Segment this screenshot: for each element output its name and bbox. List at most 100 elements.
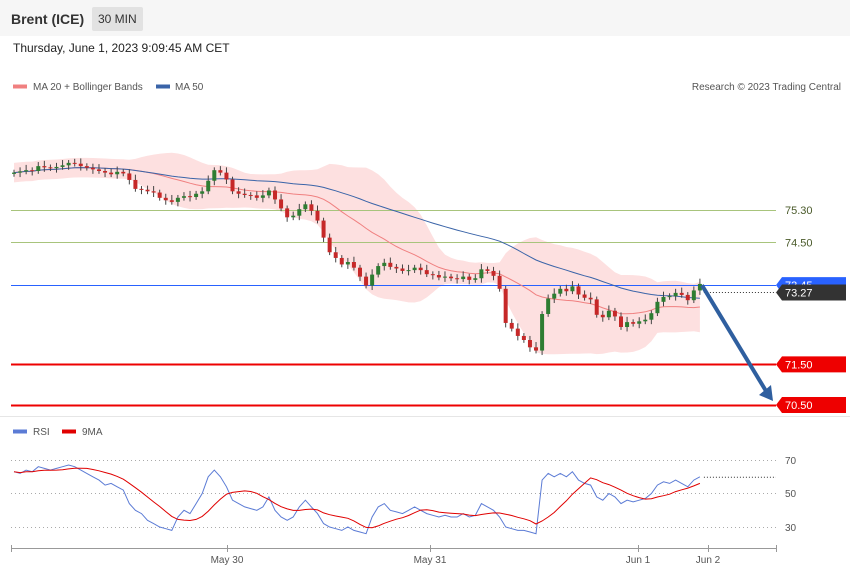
candle (18, 167, 23, 178)
candle (594, 296, 599, 318)
candle (273, 186, 278, 204)
candle-body (606, 310, 611, 318)
candle (491, 266, 496, 281)
candle (376, 263, 381, 278)
candle (242, 188, 247, 198)
candle (248, 192, 253, 200)
candle (619, 312, 623, 330)
candle (230, 176, 235, 195)
candle (321, 217, 326, 243)
candle (169, 194, 174, 205)
candle (109, 168, 114, 178)
candle (297, 203, 302, 221)
candle (181, 192, 186, 201)
candle-body (661, 296, 666, 302)
candle-body (84, 166, 89, 168)
candle-body (600, 314, 605, 318)
candle-body (291, 215, 296, 218)
candle-body (90, 167, 95, 170)
candle-body (127, 173, 132, 180)
candle (357, 264, 362, 282)
candle-body (339, 257, 344, 265)
candle (424, 264, 429, 278)
candle (570, 281, 575, 295)
candle-body (72, 162, 77, 164)
candle (96, 164, 101, 174)
candle-body (497, 275, 502, 289)
candle-body (619, 316, 623, 327)
candle (649, 310, 654, 325)
candle (285, 205, 290, 222)
candle (163, 193, 168, 205)
candle-body (145, 189, 150, 192)
candle-body (515, 328, 520, 336)
candle (394, 264, 399, 273)
level-tag-71.50 (776, 356, 846, 373)
candle (400, 264, 405, 274)
x-tick-label-may31: May 31 (414, 555, 447, 566)
level-label-74.50: 74.50 (785, 238, 813, 250)
bollinger-band (14, 152, 700, 355)
x-tick-label-jun1: Jun 1 (626, 555, 651, 566)
candle-body (418, 267, 423, 271)
candle-body (66, 162, 71, 166)
candle (606, 305, 611, 321)
candle-body (430, 274, 435, 276)
candle (461, 271, 466, 282)
candle (515, 323, 520, 341)
candle-body (169, 200, 174, 202)
candle (582, 290, 587, 301)
candle-body (564, 288, 569, 292)
candle-body (18, 171, 23, 173)
candle (84, 163, 89, 171)
forecast-arrow-head (759, 385, 773, 401)
candle (309, 200, 314, 216)
candle-body (297, 209, 302, 216)
candle (224, 167, 229, 184)
candle-body (570, 286, 575, 292)
candle-body (230, 179, 235, 192)
candle-body (673, 292, 678, 297)
candle-body (424, 270, 429, 275)
candle-body (357, 267, 362, 277)
legend-ma50-swatch (156, 84, 170, 89)
candle (133, 174, 138, 192)
legend-9ma-swatch (62, 429, 76, 434)
candle (351, 256, 356, 271)
candle (485, 266, 490, 274)
candle (697, 278, 702, 295)
candle-body (151, 191, 156, 193)
copyright-text: Research © 2023 Trading Central (692, 82, 841, 93)
candle-body (315, 210, 320, 221)
candle-body (121, 171, 126, 174)
candle (200, 187, 205, 199)
candle (121, 168, 126, 177)
candle (430, 271, 435, 280)
candle-body (36, 166, 41, 171)
x-tick-label-may30: May 30 (211, 555, 244, 566)
timeframe-button[interactable]: 30 MIN (92, 7, 143, 31)
rsi-9ma-line (13, 467, 701, 529)
candle-body (103, 171, 108, 173)
candle (139, 186, 144, 195)
candle-body (248, 194, 253, 196)
candle (685, 292, 690, 305)
candle-body (345, 262, 350, 265)
candle (667, 293, 672, 300)
candle-body (643, 319, 648, 322)
candle (691, 286, 696, 304)
candle-body (139, 188, 144, 190)
candle-body (491, 270, 496, 276)
candle (260, 190, 265, 203)
candle-body (78, 163, 83, 167)
level-tag-70.50 (776, 397, 846, 413)
candle-body (333, 252, 338, 258)
candle (72, 158, 77, 167)
candle (327, 233, 332, 256)
candle-body (400, 268, 405, 271)
candle (279, 194, 284, 212)
candle-body (576, 286, 581, 295)
level-label-70.50: 70.50 (785, 400, 813, 412)
candle-body (388, 262, 393, 267)
